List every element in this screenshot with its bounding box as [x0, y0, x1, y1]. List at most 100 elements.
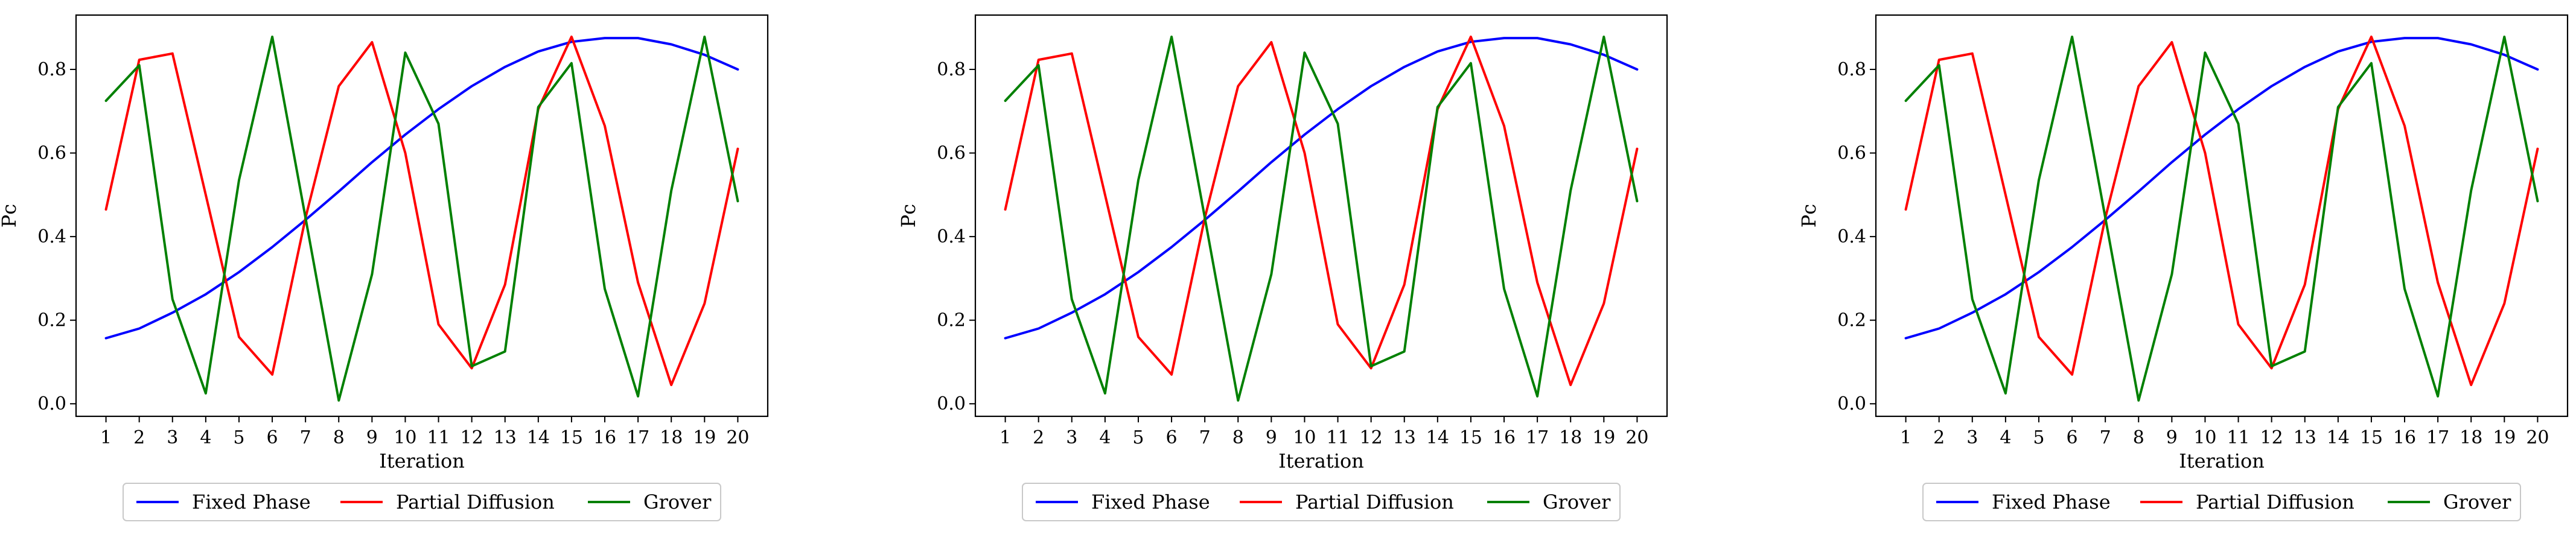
x-tick-label: 15: [560, 427, 583, 448]
x-tick-label: 6: [1166, 427, 1178, 448]
y-tick-label: 0.6: [1837, 143, 1866, 164]
y-tick-label: 0.8: [37, 59, 66, 80]
series-line-partial-diffusion: [1904, 36, 2539, 386]
x-tick-label: 13: [494, 427, 517, 448]
x-tick-label: 7: [300, 427, 311, 448]
y-tick-label: 0.6: [937, 143, 966, 164]
legend-label-grover: Grover: [1543, 491, 1611, 513]
x-tick-label: 13: [1393, 427, 1416, 448]
x-tick-label: 8: [333, 427, 345, 448]
legend-frame: [123, 483, 721, 521]
x-tick-label: 19: [1592, 427, 1615, 448]
x-tick-label: 8: [1232, 427, 1244, 448]
x-tick-label: 17: [1526, 427, 1549, 448]
x-tick-label: 18: [1559, 427, 1582, 448]
y-tick-label: 0.0: [37, 393, 66, 415]
y-tick-label: 0.8: [937, 59, 966, 80]
x-tick-label: 9: [366, 427, 378, 448]
x-tick-label: 4: [1099, 427, 1111, 448]
x-tick-label: 10: [394, 427, 416, 448]
x-tick-label: 11: [2227, 427, 2249, 448]
x-axis-label: Iteration: [2179, 450, 2265, 472]
x-axis-label: Iteration: [379, 450, 465, 472]
y-tick-label: 0.2: [37, 310, 66, 331]
x-tick-label: 10: [1293, 427, 1316, 448]
x-tick-label: 20: [2526, 427, 2549, 448]
x-tick-label: 16: [1493, 427, 1516, 448]
y-tick-label: 0.2: [1837, 310, 1866, 331]
x-tick-label: 16: [2393, 427, 2416, 448]
x-tick-label: 10: [2193, 427, 2216, 448]
x-tick-label: 14: [527, 427, 550, 448]
x-tick-label: 5: [2033, 427, 2044, 448]
x-tick-label: 4: [200, 427, 211, 448]
x-tick-label: 12: [1360, 427, 1383, 448]
series-line-partial-diffusion: [1004, 36, 1639, 386]
series-line-grover: [1004, 36, 1639, 402]
x-tick-label: 12: [2260, 427, 2283, 448]
legend-frame: [1022, 483, 1621, 521]
y-tick-label: 0.4: [1837, 226, 1866, 247]
y-tick-label: 0.2: [937, 310, 966, 331]
series-line-partial-diffusion: [104, 36, 739, 386]
x-tick-label: 8: [2133, 427, 2144, 448]
x-tick-label: 16: [593, 427, 616, 448]
chart-panel-2: 0.00.20.40.60.81 2 3 4 5 6 7 8 9 10 11 12 13 14 15 16 17…: [897, 14, 1668, 521]
x-tick-label: 2: [1033, 427, 1044, 448]
x-tick-label: 15: [1459, 427, 1482, 448]
y-tick-label: 0.0: [937, 393, 966, 415]
legend-label-fixed-phase: Fixed Phase: [1992, 491, 2111, 513]
x-tick-label: 2: [133, 427, 145, 448]
x-tick-label: 19: [2493, 427, 2516, 448]
x-tick-label: 11: [427, 427, 450, 448]
legend-label-grover: Grover: [643, 491, 712, 513]
x-tick-label: 4: [2000, 427, 2011, 448]
legend-label-partial-diffusion: Partial Diffusion: [396, 491, 555, 513]
x-tick-label: 11: [1326, 427, 1349, 448]
x-axis-label: Iteration: [1278, 450, 1364, 472]
x-tick-label: 6: [267, 427, 278, 448]
chart-panel-3: 0.00.20.40.60.81 2 3 4 5 6 7 8 9 10 11 12 13 14 15 16 17…: [1797, 14, 2569, 521]
x-tick-label: 3: [1966, 427, 1978, 448]
legend: Fixed Phase Partial Diffusion Grover: [1922, 483, 2521, 521]
x-tick-label: 20: [726, 427, 749, 448]
x-tick-label: 13: [2294, 427, 2316, 448]
legend-label-fixed-phase: Fixed Phase: [1091, 491, 1210, 513]
legend-label-fixed-phase: Fixed Phase: [192, 491, 311, 513]
x-tick-label: 3: [1066, 427, 1077, 448]
x-tick-label: 14: [1426, 427, 1449, 448]
series-line-grover: [104, 36, 739, 402]
y-tick-label: 0.4: [937, 226, 966, 247]
x-tick-label: 3: [167, 427, 178, 448]
x-tick-label: 19: [693, 427, 716, 448]
x-tick-label: 17: [2426, 427, 2449, 448]
x-tick-label: 2: [1933, 427, 1945, 448]
plot-frame: [75, 14, 769, 418]
y-tick-label: 0.4: [37, 226, 66, 247]
x-tick-label: 7: [2100, 427, 2111, 448]
x-tick-label: 6: [2067, 427, 2078, 448]
x-tick-label: 20: [1625, 427, 1648, 448]
y-axis-label: Pc: [897, 204, 920, 227]
x-tick-label: 1: [100, 427, 112, 448]
y-axis-label: Pc: [0, 204, 21, 227]
series-line-fixed-phase: [1904, 37, 2539, 340]
x-tick-label: 7: [1199, 427, 1211, 448]
x-tick-label: 14: [2327, 427, 2350, 448]
legend-frame: [1922, 483, 2521, 521]
series-line-fixed-phase: [104, 37, 739, 340]
x-tick-label: 5: [1132, 427, 1144, 448]
y-tick-label: 0.8: [1837, 59, 1866, 80]
x-tick-label: 18: [660, 427, 683, 448]
series-line-grover: [1904, 36, 2539, 402]
x-tick-label: 9: [1266, 427, 1277, 448]
legend-label-partial-diffusion: Partial Diffusion: [1295, 491, 1454, 513]
x-tick-label: 1: [1900, 427, 1911, 448]
plot-frame: [974, 14, 1668, 418]
x-tick-label: 12: [461, 427, 483, 448]
legend-label-partial-diffusion: Partial Diffusion: [2196, 491, 2354, 513]
chart-panel-1: 0.00.20.40.60.81 2 3 4 5 6 7 8 9 10 11 12 13 14 15 16 17…: [0, 14, 769, 521]
y-axis-label: Pc: [1797, 204, 1820, 227]
series-line-fixed-phase: [1004, 37, 1639, 340]
